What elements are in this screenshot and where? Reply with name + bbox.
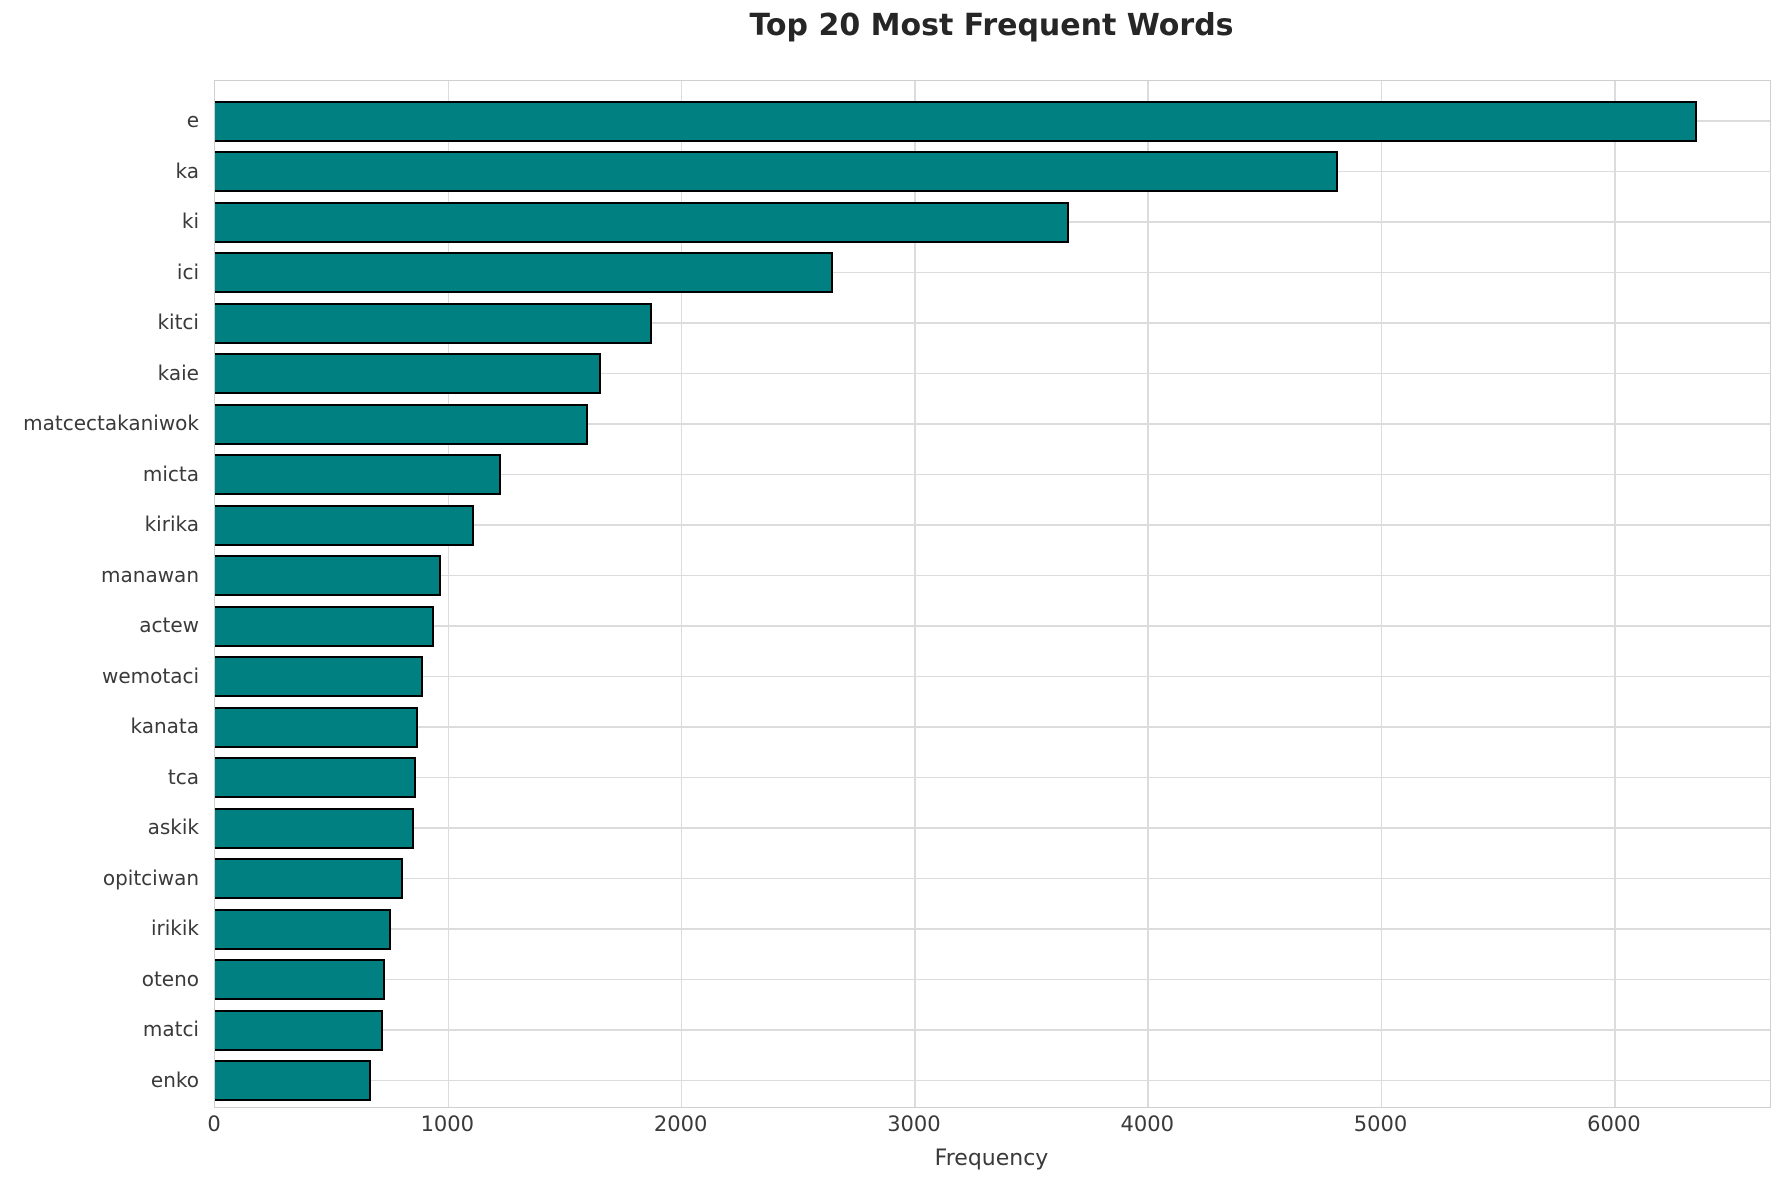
vertical-gridline — [1614, 81, 1616, 1107]
horizontal-gridline — [215, 978, 1770, 981]
bar-ka — [215, 151, 1339, 192]
bar-wemotaci — [215, 656, 423, 697]
horizontal-gridline — [215, 1079, 1770, 1082]
y-tick-label-irikik: irikik — [150, 916, 199, 940]
horizontal-gridline — [215, 726, 1770, 728]
vertical-gridline — [447, 81, 450, 1107]
bar-matci — [215, 1009, 383, 1051]
y-tick-label-micta: micta — [142, 461, 199, 486]
x-tick-label-4000: 4000 — [1120, 1112, 1174, 1136]
bar-kitci — [215, 302, 653, 344]
horizontal-gridline — [215, 675, 1770, 678]
y-tick-label-kitci: kitci — [157, 310, 199, 334]
y-tick-label-kanata: kanata — [130, 714, 199, 738]
bar-kaie — [215, 353, 602, 394]
horizontal-gridline — [215, 322, 1770, 324]
y-tick-label-matci: matci — [142, 1017, 199, 1041]
bar-irikik — [215, 908, 392, 950]
horizontal-gridline — [215, 372, 1770, 375]
horizontal-gridline — [215, 473, 1770, 476]
x-tick-label-1000: 1000 — [420, 1112, 475, 1136]
bar-matcectakaniwok — [215, 403, 589, 445]
y-tick-label-ici: ici — [176, 259, 199, 284]
bar-tca — [215, 757, 416, 798]
y-tick-label-kirika: kirika — [144, 512, 199, 536]
horizontal-gridline — [215, 827, 1770, 829]
y-tick-label-wemotaci: wemotaci — [101, 663, 199, 688]
y-tick-label-kaie: kaie — [157, 360, 199, 385]
bar-micta — [215, 454, 501, 495]
horizontal-gridline — [215, 877, 1770, 880]
y-tick-label-oteno: oteno — [141, 966, 199, 991]
y-tick-label-askik: askik — [147, 815, 199, 839]
vertical-gridline — [1147, 81, 1149, 1107]
bar-e — [215, 100, 1697, 142]
bar-opitciwan — [215, 858, 403, 899]
horizontal-gridline — [215, 776, 1770, 779]
bar-ici — [215, 252, 834, 293]
x-tick-label-3000: 3000 — [887, 1112, 941, 1136]
bar-kirika — [215, 504, 474, 546]
x-axis-label: Frequency — [934, 1146, 1049, 1171]
x-tick-label-6000: 6000 — [1587, 1112, 1641, 1136]
chart-title: Top 20 Most Frequent Words — [749, 8, 1234, 43]
x-tick-label-0: 0 — [207, 1112, 221, 1136]
vertical-gridline — [914, 81, 916, 1107]
horizontal-gridline — [215, 423, 1770, 425]
vertical-gridline — [680, 81, 683, 1107]
plot-area — [214, 80, 1771, 1108]
y-tick-label-tca: tca — [167, 764, 199, 789]
y-tick-label-e: e — [186, 108, 199, 132]
y-tick-label-matcectakaniwok: matcectakaniwok — [23, 411, 199, 435]
y-tick-label-manawan: manawan — [101, 562, 199, 587]
y-tick-label-ka: ka — [175, 158, 200, 183]
bar-actew — [215, 605, 435, 647]
horizontal-gridline — [215, 271, 1770, 274]
bar-kanata — [215, 706, 418, 748]
horizontal-gridline — [215, 574, 1770, 577]
horizontal-gridline — [215, 1029, 1770, 1031]
bar-enko — [215, 1060, 372, 1101]
bar-oteno — [215, 959, 386, 1000]
x-tick-label-2000: 2000 — [653, 1112, 708, 1136]
x-tick-label-5000: 5000 — [1353, 1112, 1408, 1136]
y-tick-label-actew: actew — [139, 613, 199, 637]
bar-askik — [215, 807, 415, 849]
bar-ki — [215, 201, 1069, 243]
y-tick-label-opitciwan: opitciwan — [102, 865, 199, 890]
horizontal-gridline — [215, 524, 1770, 526]
horizontal-gridline — [215, 928, 1770, 930]
horizontal-gridline — [215, 625, 1770, 627]
y-tick-label-enko: enko — [150, 1067, 199, 1092]
bar-manawan — [215, 555, 442, 596]
y-tick-label-ki: ki — [181, 209, 199, 233]
vertical-gridline — [1380, 81, 1383, 1107]
